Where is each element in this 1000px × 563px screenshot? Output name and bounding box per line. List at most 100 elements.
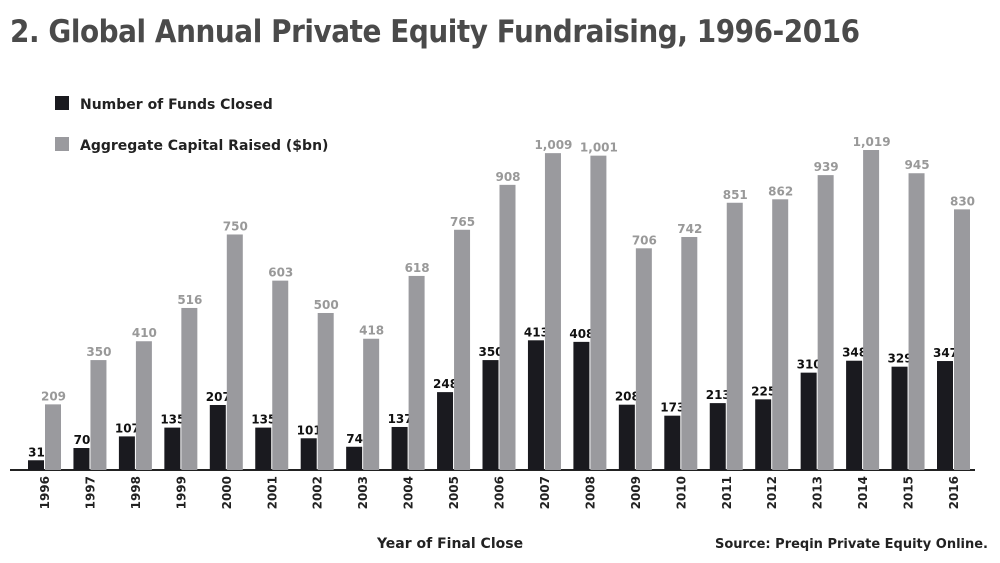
data-label-capital-2002: 500 — [314, 298, 339, 312]
x-tick-label-1997: 1997 — [83, 476, 97, 509]
data-label-funds-1996: 31 — [28, 445, 45, 459]
data-label-capital-1997: 350 — [86, 345, 111, 359]
data-label-capital-2011: 851 — [723, 188, 748, 202]
x-tick-label-1996: 1996 — [38, 476, 52, 509]
x-axis-label: Year of Final Close — [376, 536, 523, 552]
x-tick-label-2002: 2002 — [311, 476, 325, 509]
bar-funds-2002 — [300, 438, 317, 470]
bar-funds-1997 — [73, 448, 90, 470]
x-tick-label-1998: 1998 — [129, 476, 143, 509]
data-label-capital-2010: 742 — [677, 222, 702, 236]
x-tick-label-2013: 2013 — [811, 476, 825, 509]
data-label-capital-2003: 418 — [359, 324, 384, 338]
data-label-funds-1998: 107 — [115, 421, 140, 435]
bar-capital-2015 — [908, 173, 925, 470]
data-label-funds-2003: 74 — [346, 432, 363, 446]
data-label-capital-2008: 1,001 — [580, 141, 618, 155]
data-label-funds-1999: 135 — [160, 413, 185, 427]
data-label-funds-1997: 70 — [74, 433, 91, 447]
data-label-funds-2002: 101 — [297, 423, 322, 437]
data-label-funds-2011: 213 — [706, 388, 731, 402]
legend-swatch-funds — [55, 96, 69, 110]
x-tick-label-2001: 2001 — [265, 476, 279, 509]
bar-capital-2016 — [954, 209, 970, 471]
x-tick-label-2014: 2014 — [856, 476, 870, 509]
x-tick-label-2009: 2009 — [629, 476, 643, 509]
chart-title: 2. Global Annual Private Equity Fundrais… — [10, 14, 860, 50]
bar-funds-2014 — [846, 360, 863, 470]
bar-capital-2004 — [408, 275, 425, 470]
data-label-capital-2006: 908 — [495, 170, 520, 184]
bar-funds-2010 — [664, 415, 681, 470]
bar-capital-2001 — [272, 280, 289, 470]
bar-capital-2005 — [454, 229, 471, 470]
data-label-capital-2005: 765 — [450, 215, 475, 229]
data-label-funds-2010: 173 — [660, 401, 685, 415]
x-tick-label-2008: 2008 — [583, 476, 597, 509]
bar-capital-2012 — [772, 199, 789, 471]
data-label-funds-2015: 329 — [888, 352, 913, 366]
data-label-capital-2012: 862 — [768, 184, 793, 198]
bar-funds-2011 — [709, 403, 726, 470]
bar-funds-2015 — [891, 366, 908, 470]
legend-label-capital: Aggregate Capital Raised ($bn) — [80, 138, 328, 154]
data-label-funds-2014: 348 — [842, 346, 867, 360]
bar-capital-2013 — [817, 175, 834, 470]
x-tick-label-2015: 2015 — [902, 476, 916, 509]
data-label-funds-2008: 408 — [569, 327, 594, 341]
data-label-funds-2016: 347 — [933, 346, 958, 360]
bar-capital-2008 — [590, 155, 607, 471]
x-tick-label-1999: 1999 — [174, 476, 188, 509]
bar-capital-2009 — [635, 248, 652, 470]
data-label-capital-2007: 1,009 — [534, 138, 572, 152]
x-tick-label-2012: 2012 — [765, 476, 779, 509]
x-tick-label-2011: 2011 — [720, 476, 734, 509]
bar-funds-2009 — [618, 404, 635, 470]
x-tick-label-2016: 2016 — [947, 476, 961, 509]
data-label-funds-2012: 225 — [751, 384, 776, 398]
bar-funds-2013 — [800, 372, 817, 470]
bar-funds-2000 — [209, 404, 226, 470]
data-label-funds-2000: 207 — [206, 390, 231, 404]
bar-funds-1999 — [164, 427, 181, 470]
data-label-capital-2004: 618 — [405, 261, 430, 275]
data-label-capital-2000: 750 — [223, 219, 248, 233]
bar-capital-2003 — [363, 338, 380, 470]
bar-capital-2010 — [681, 236, 698, 470]
data-label-funds-2004: 137 — [388, 412, 413, 426]
data-label-funds-2013: 310 — [797, 358, 822, 372]
x-tick-label-2004: 2004 — [402, 476, 416, 509]
x-tick-label-2007: 2007 — [538, 476, 552, 509]
bar-funds-1998 — [118, 436, 135, 470]
bar-capital-2002 — [317, 312, 334, 470]
bar-capital-2011 — [726, 202, 743, 470]
bar-funds-2004 — [391, 426, 408, 470]
bar-capital-1997 — [90, 360, 107, 470]
data-label-capital-2009: 706 — [632, 233, 657, 247]
bar-funds-2008 — [573, 341, 590, 470]
x-tick-label-2010: 2010 — [674, 476, 688, 509]
bar-funds-2003 — [346, 446, 363, 470]
bar-funds-2012 — [755, 399, 772, 470]
bar-funds-1996 — [28, 460, 44, 470]
data-label-funds-2006: 350 — [478, 345, 503, 359]
bar-funds-2005 — [437, 392, 454, 470]
bar-funds-2007 — [527, 340, 544, 470]
data-label-capital-2015: 945 — [905, 158, 930, 172]
x-tick-label-2006: 2006 — [493, 476, 507, 509]
bar-funds-2006 — [482, 360, 499, 470]
bar-capital-2014 — [863, 150, 880, 470]
legend-swatch-capital — [55, 137, 69, 151]
data-label-capital-1996: 209 — [41, 389, 66, 403]
x-tick-label-2003: 2003 — [356, 476, 370, 509]
legend-label-funds: Number of Funds Closed — [80, 97, 273, 113]
data-label-capital-2014: 1,019 — [853, 135, 891, 149]
bar-funds-2016 — [937, 361, 953, 470]
x-tick-label-2000: 2000 — [220, 476, 234, 509]
bar-funds-2001 — [255, 427, 272, 470]
data-label-capital-2013: 939 — [814, 160, 839, 174]
data-label-capital-1999: 516 — [177, 293, 202, 307]
data-label-funds-2007: 413 — [524, 325, 549, 339]
data-label-funds-2009: 208 — [615, 390, 640, 404]
